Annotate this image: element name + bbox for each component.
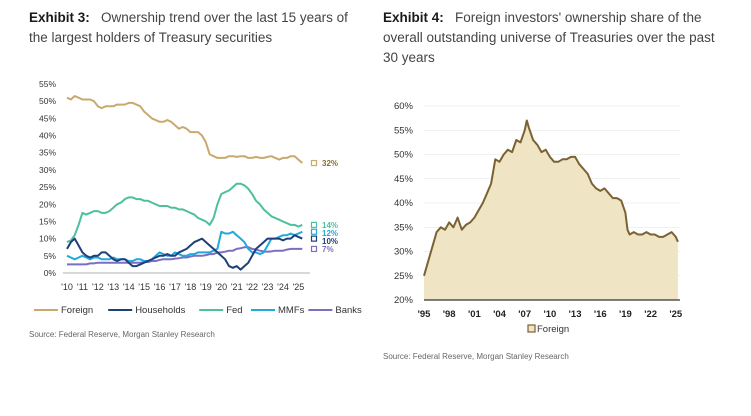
series-line-foreign bbox=[66, 95, 303, 164]
legend-label-foreign-right: Foreign bbox=[537, 324, 569, 335]
exhibit-3-source: Source: Federal Reserve, Morgan Stanley … bbox=[29, 330, 215, 339]
legend-swatch-foreign-right bbox=[527, 324, 536, 333]
y-tick-label-left: 0% bbox=[44, 268, 57, 278]
x-tick-label-left: '18 bbox=[185, 282, 197, 292]
y-tick-label-left: 55% bbox=[39, 79, 56, 89]
exhibit-3-label: Exhibit 3: bbox=[29, 10, 90, 25]
x-tick-label-right: '04 bbox=[493, 309, 507, 320]
end-marker-banks bbox=[310, 245, 318, 253]
y-tick-label-left: 25% bbox=[39, 182, 56, 192]
x-tick-label-left: '20 bbox=[215, 282, 227, 292]
x-tick-label-right: '07 bbox=[518, 309, 531, 320]
x-tick-label-left: '21 bbox=[231, 282, 243, 292]
x-tick-label-left: '22 bbox=[246, 282, 258, 292]
exhibit-4-label: Exhibit 4: bbox=[383, 10, 444, 25]
end-label-foreign: 32% bbox=[322, 159, 338, 168]
y-tick-label-right: 20% bbox=[394, 295, 414, 306]
series-line-mmfs bbox=[66, 230, 303, 262]
end-marker-mmfs bbox=[310, 228, 318, 235]
y-tick-label-right: 60% bbox=[394, 101, 414, 112]
legend-label-households: Households bbox=[135, 305, 185, 316]
x-tick-label-right: '22 bbox=[644, 309, 657, 320]
x-tick-label-left: '15 bbox=[138, 282, 150, 292]
y-tick-label-left: 5% bbox=[44, 251, 57, 261]
exhibit-4-source: Source: Federal Reserve, Morgan Stanley … bbox=[383, 352, 569, 361]
end-label-mmfs: 12% bbox=[322, 229, 338, 238]
y-tick-label-left: 10% bbox=[39, 234, 56, 244]
x-tick-label-left: '11 bbox=[77, 282, 88, 292]
end-marker-fed bbox=[310, 221, 318, 228]
x-tick-label-left: '14 bbox=[123, 282, 135, 292]
exhibit-4-title: Foreign investors' ownership share of th… bbox=[383, 10, 715, 65]
y-tick-label-left: 15% bbox=[39, 216, 56, 226]
x-tick-label-left: '12 bbox=[92, 282, 104, 292]
legend-label-mmfs: MMFs bbox=[278, 305, 305, 316]
legend-label-fed: Fed bbox=[226, 305, 242, 316]
series-line-banks bbox=[67, 246, 303, 266]
x-tick-label-right: '25 bbox=[669, 309, 683, 320]
exhibit-3-caption: Exhibit 3: Ownership trend over the last… bbox=[29, 8, 369, 48]
x-tick-label-right: '13 bbox=[569, 309, 582, 320]
x-tick-label-right: '19 bbox=[619, 309, 632, 320]
y-tick-label-right: 45% bbox=[394, 174, 414, 185]
y-tick-label-right: 55% bbox=[394, 125, 414, 136]
x-tick-label-right: '98 bbox=[443, 309, 456, 320]
x-tick-label-left: '19 bbox=[200, 282, 212, 292]
foreign-area-line bbox=[423, 119, 679, 277]
y-tick-label-right: 25% bbox=[394, 271, 414, 282]
x-tick-label-right: '10 bbox=[543, 309, 556, 320]
x-tick-label-right: '16 bbox=[594, 309, 607, 320]
legend-label-foreign: Foreign bbox=[61, 305, 93, 316]
x-tick-label-left: '10 bbox=[61, 282, 73, 292]
x-tick-label-right: '01 bbox=[468, 309, 482, 320]
end-label-households: 10% bbox=[322, 237, 338, 246]
y-tick-label-left: 30% bbox=[39, 165, 56, 175]
x-tick-label-left: '16 bbox=[154, 282, 166, 292]
end-marker-foreign bbox=[310, 159, 318, 167]
end-marker-households bbox=[310, 235, 318, 242]
end-label-banks: 7% bbox=[322, 245, 334, 254]
foreign-area-fill bbox=[424, 120, 678, 300]
y-tick-label-left: 35% bbox=[39, 148, 56, 158]
y-tick-label-right: 30% bbox=[394, 247, 414, 258]
series-line-households bbox=[66, 234, 303, 271]
y-tick-label-right: 35% bbox=[394, 222, 414, 233]
y-tick-label-right: 40% bbox=[394, 198, 414, 209]
y-tick-label-right: 50% bbox=[394, 150, 414, 161]
x-tick-label-left: '24 bbox=[277, 282, 289, 292]
x-tick-label-left: '13 bbox=[107, 282, 119, 292]
y-tick-label-left: 45% bbox=[39, 113, 56, 123]
y-tick-label-left: 40% bbox=[39, 131, 56, 141]
x-tick-label-left: '17 bbox=[169, 282, 181, 292]
x-tick-label-left: '25 bbox=[293, 282, 305, 292]
legend-label-banks: Banks bbox=[335, 305, 362, 316]
exhibit-4-caption: Exhibit 4: Foreign investors' ownership … bbox=[383, 8, 733, 68]
y-tick-label-left: 20% bbox=[39, 199, 56, 209]
y-tick-label-left: 50% bbox=[39, 96, 56, 106]
exhibit-3-title: Ownership trend over the last 15 years o… bbox=[29, 10, 348, 45]
end-label-fed: 14% bbox=[322, 221, 338, 230]
x-tick-label-right: '95 bbox=[418, 309, 432, 320]
series-line-fed bbox=[66, 182, 303, 244]
x-tick-label-left: '23 bbox=[262, 282, 274, 292]
